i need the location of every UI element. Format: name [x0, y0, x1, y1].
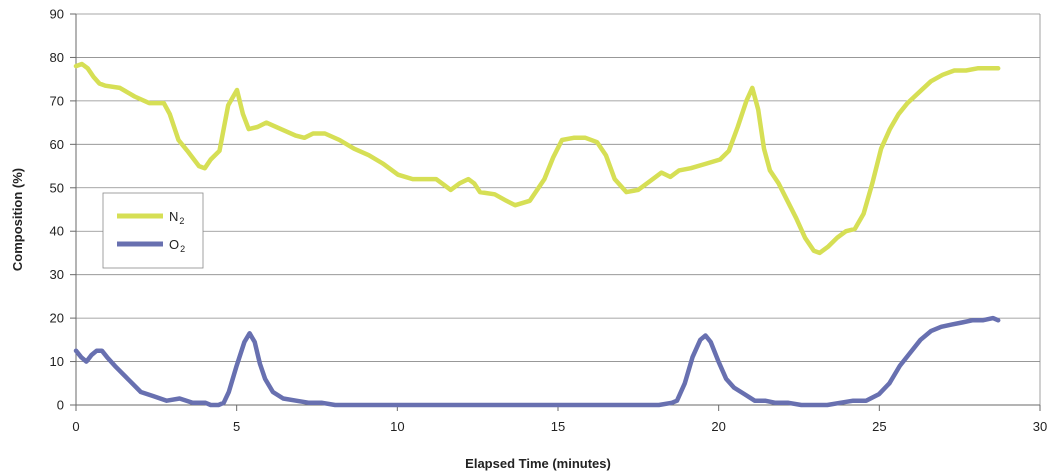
x-axis-title: Elapsed Time (minutes): [465, 456, 611, 471]
legend-layer: N2 O2: [102, 192, 204, 269]
y-tick-label: 10: [50, 354, 64, 369]
y-tick-label: 60: [50, 137, 64, 152]
legend-box: [102, 192, 204, 269]
y-axis-title: Composition (%): [10, 168, 25, 271]
legend-label-o2: O2: [169, 237, 185, 254]
x-tick-label: 10: [390, 419, 404, 434]
grid-layer: [76, 13, 1041, 406]
y-tick-label: 50: [50, 180, 64, 195]
x-tick-label: 15: [551, 419, 565, 434]
series-line-n2: [73, 61, 1001, 256]
x-tick-label: 30: [1033, 419, 1047, 434]
y-tick-label: 30: [50, 267, 64, 282]
y-tick-label: 20: [50, 311, 64, 326]
legend-label-n2: N2: [169, 209, 184, 226]
x-tick-label: 5: [233, 419, 240, 434]
x-tick-label: 25: [872, 419, 886, 434]
axis-layer: [70, 13, 1041, 411]
y-tick-label: 80: [50, 50, 64, 65]
y-tick-label: 90: [50, 7, 64, 22]
series-layer: [73, 61, 1001, 408]
label-layer: 0 10 20 30 40 50 60 70 80 90 0 5 10 15 20 25 30 Elapsed T…: [10, 7, 1047, 472]
y-tick-label: 40: [50, 224, 64, 239]
series-line-o2: [73, 315, 1001, 408]
y-tick-label: 70: [50, 93, 64, 108]
y-tick-label: 0: [57, 398, 64, 413]
x-tick-label: 0: [72, 419, 79, 434]
x-tick-label: 20: [711, 419, 725, 434]
